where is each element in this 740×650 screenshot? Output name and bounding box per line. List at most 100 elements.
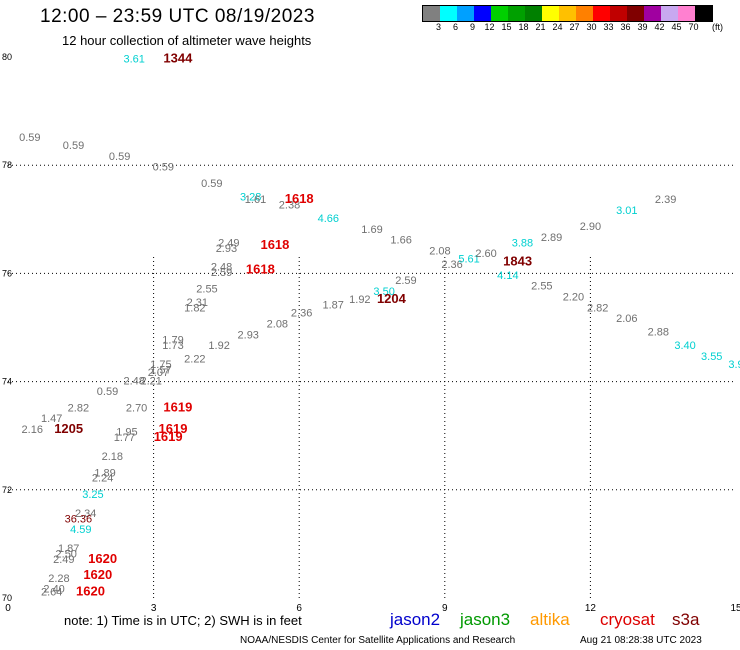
color-scale-labels: 3 6 9 12 15 18 21 24 27 30 33 36 39 42 45 70 bbox=[422, 22, 702, 32]
wave-height-label: 2.40 bbox=[43, 584, 64, 596]
wave-height-label: 2.24 bbox=[92, 473, 113, 485]
wave-height-label: 2.49 bbox=[53, 554, 74, 566]
scale-swatch bbox=[661, 6, 678, 21]
scale-label: 9 bbox=[469, 22, 475, 32]
wave-height-label: 2.34 bbox=[75, 508, 96, 520]
chart-subtitle: 12 hour collection of altimeter wave hei… bbox=[62, 33, 312, 48]
wave-height-label: 2.22 bbox=[184, 354, 205, 366]
wave-height-label: 2.82 bbox=[68, 402, 89, 414]
wave-height-label: 5.61 bbox=[458, 254, 479, 266]
wave-height-label: 2.50 bbox=[56, 548, 77, 560]
scale-swatch bbox=[474, 6, 491, 21]
legend-jason3: jason3 bbox=[460, 610, 511, 629]
wave-height-label: 1.89 bbox=[94, 467, 115, 479]
wave-height-label: 1205 bbox=[54, 421, 83, 436]
wave-height-label: 2.38 bbox=[279, 199, 300, 211]
wave-height-label: 1620 bbox=[83, 567, 112, 582]
wave-height-label: 2.36 bbox=[441, 259, 462, 271]
wave-height-label: 1.92 bbox=[349, 294, 370, 306]
scale-label: 30 bbox=[586, 22, 597, 32]
wave-height-label: 3.50 bbox=[373, 286, 394, 298]
wave-height-label: 2.60 bbox=[475, 248, 496, 260]
wave-height-label: 2.64 bbox=[41, 586, 62, 598]
scale-label: 42 bbox=[654, 22, 665, 32]
scale-swatch bbox=[423, 6, 440, 21]
scale-swatch bbox=[695, 6, 712, 21]
x-tick-label: 3 bbox=[151, 603, 157, 614]
footer-credit: NOAA/NESDIS Center for Satellite Applica… bbox=[240, 635, 516, 646]
scale-label: 33 bbox=[603, 22, 614, 32]
wave-height-label: 2.90 bbox=[580, 221, 601, 233]
y-tick-label: 72 bbox=[2, 485, 12, 495]
legend-s3a: s3a bbox=[672, 610, 700, 629]
x-tick-label: 9 bbox=[442, 603, 448, 614]
legend-cryosat: cryosat bbox=[600, 610, 655, 629]
wave-height-label: 2.16 bbox=[22, 424, 43, 436]
wave-height-label: 2.89 bbox=[541, 232, 562, 244]
wave-height-label: 0.59 bbox=[153, 162, 174, 174]
wave-height-label: 1.66 bbox=[390, 235, 411, 247]
footer-timestamp: Aug 21 08:28:38 UTC 2023 bbox=[580, 635, 702, 646]
wave-height-label: 2.93 bbox=[216, 243, 237, 255]
wave-height-label: 1.92 bbox=[208, 340, 229, 352]
wave-height-label: 2.55 bbox=[196, 283, 217, 295]
y-tick-label: 74 bbox=[2, 377, 12, 387]
wave-height-label: 1.79 bbox=[162, 335, 183, 347]
wave-height-label: 2.21 bbox=[140, 375, 161, 387]
color-scale-bar bbox=[422, 5, 713, 22]
wave-height-label: 1.61 bbox=[245, 194, 266, 206]
x-tick-label: 0 bbox=[5, 603, 11, 614]
scale-label: 24 bbox=[552, 22, 563, 32]
scale-swatch bbox=[542, 6, 559, 21]
wave-height-label: 2.49 bbox=[218, 237, 239, 249]
wave-height-label: 4.14 bbox=[497, 270, 518, 282]
wave-height-label: 2.55 bbox=[531, 281, 552, 293]
scale-swatch bbox=[491, 6, 508, 21]
scale-label: 39 bbox=[637, 22, 648, 32]
wave-height-label: 1619 bbox=[159, 421, 188, 436]
wave-height-label: 1843 bbox=[503, 253, 532, 268]
wave-height-label: 1.87 bbox=[58, 543, 79, 555]
wave-height-label: 0.59 bbox=[201, 178, 222, 190]
wave-height-label: 1620 bbox=[76, 583, 105, 598]
wave-height-label: 1618 bbox=[246, 261, 275, 276]
wave-height-label: 2.70 bbox=[126, 402, 147, 414]
legend-altika: altika bbox=[530, 610, 570, 629]
x-tick-label: 12 bbox=[585, 603, 597, 614]
wave-height-label: 1.95 bbox=[116, 427, 137, 439]
wave-height-label: 2.39 bbox=[655, 194, 676, 206]
wave-height-label: 2.18 bbox=[102, 451, 123, 463]
wave-height-label: 36.36 bbox=[65, 513, 93, 525]
footer-note: note: 1) Time is in UTC; 2) SWH is in fe… bbox=[64, 613, 302, 628]
scale-swatch bbox=[627, 6, 644, 21]
wave-height-label: 1618 bbox=[285, 191, 314, 206]
wave-height-label: 2.59 bbox=[395, 275, 416, 287]
wave-height-label: 2.06 bbox=[616, 313, 637, 325]
wave-height-label: 2.59 bbox=[211, 267, 232, 279]
wave-height-label: 2.08 bbox=[429, 245, 450, 257]
wave-height-label: 2.08 bbox=[267, 319, 288, 331]
wave-height-label: 4.66 bbox=[318, 213, 339, 225]
wave-height-label: 1.69 bbox=[361, 224, 382, 236]
wave-height-label: 1.47 bbox=[41, 413, 62, 425]
chart-title: 12:00 – 23:59 UTC 08/19/2023 bbox=[40, 6, 315, 27]
wave-height-label: 1.87 bbox=[322, 300, 343, 312]
wave-height-label: 2.88 bbox=[648, 327, 669, 339]
wave-height-label: 1.77 bbox=[114, 432, 135, 444]
scale-label: 18 bbox=[518, 22, 529, 32]
wave-height-label: 2.07 bbox=[148, 367, 169, 379]
scale-swatch bbox=[576, 6, 593, 21]
scale-label: 6 bbox=[452, 22, 458, 32]
wave-height-label: 0.59 bbox=[19, 132, 40, 144]
scale-label: 21 bbox=[535, 22, 546, 32]
wave-height-label: 3.55 bbox=[701, 351, 722, 363]
scale-label: 12 bbox=[484, 22, 495, 32]
x-tick-label: 6 bbox=[296, 603, 302, 614]
scale-swatch bbox=[440, 6, 457, 21]
y-tick-label: 76 bbox=[2, 268, 12, 278]
scale-swatch bbox=[559, 6, 576, 21]
wave-height-label: 2.93 bbox=[238, 329, 259, 341]
scale-label: 3 bbox=[435, 22, 441, 32]
wave-height-label: 0.59 bbox=[109, 151, 130, 163]
